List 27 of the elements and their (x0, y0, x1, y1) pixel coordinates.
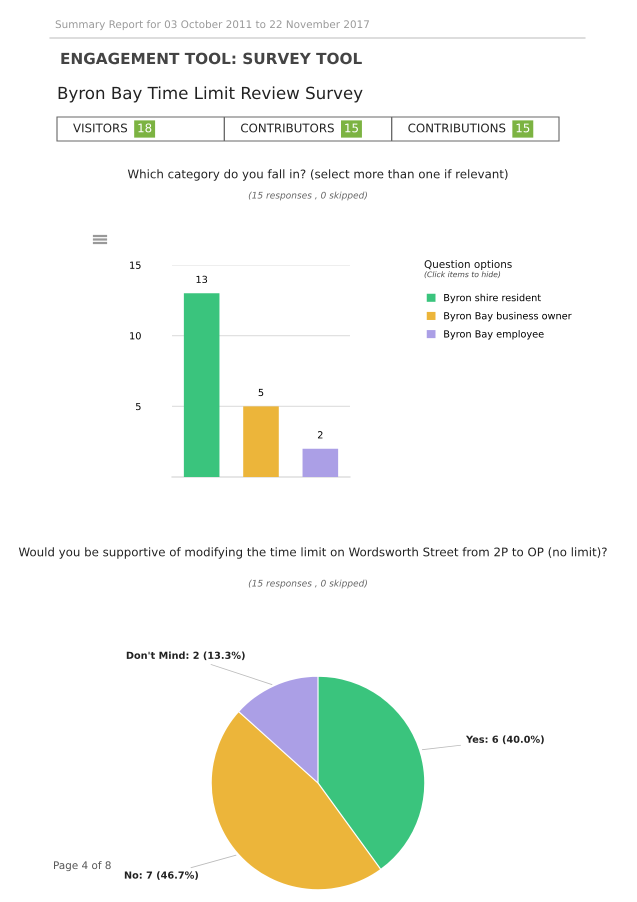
legend-label: Byron Bay business owner (444, 312, 572, 322)
y-tick-label: 15 (130, 262, 141, 269)
data-label: 15 (516, 124, 530, 132)
data-label: 13 (196, 276, 208, 284)
legend-label: Byron shire resident (444, 294, 541, 304)
chart-subtitle: (15 responses , 0 skipped) (248, 192, 367, 200)
data-label: 5 (258, 388, 264, 396)
slice-label: Don't Mind: 2 (13.3%) (126, 651, 245, 660)
legend-title: Question options (424, 260, 512, 270)
y-tick-label: 5 (136, 402, 141, 410)
category-label: CONTRIBUTIONS (408, 123, 506, 132)
slice-label: No: 7 (46.7%) (124, 871, 198, 880)
text: Summary Report for 03 October 2011 to 22 November 2017 (56, 20, 369, 30)
chart-title: Which category do you fall in? (select more than one if relevant) (128, 169, 508, 181)
text: Page 4 of 8 (54, 861, 111, 872)
y-tick-label: 10 (130, 332, 141, 340)
category-label: CONTRIBUTORS (240, 123, 334, 132)
chart-title: Would you be supportive of modifying the time limit on Wordsworth Street from 2P to OP (no limit)? (18, 547, 607, 559)
chart-subtitle: (15 responses , 0 skipped) (248, 580, 367, 588)
text: ENGAGEMENT TOOL: SURVEY TOOL (61, 52, 362, 64)
data-label: 18 (138, 123, 152, 132)
text: Byron Bay Time Limit Review Survey (58, 86, 363, 102)
category-label: VISITORS (73, 123, 128, 132)
data-label: 15 (345, 124, 358, 132)
data-label: 2 (318, 431, 322, 438)
legend-label: Byron Bay employee (444, 330, 544, 340)
slice-label: Yes: 6 (40.0%) (466, 735, 544, 744)
